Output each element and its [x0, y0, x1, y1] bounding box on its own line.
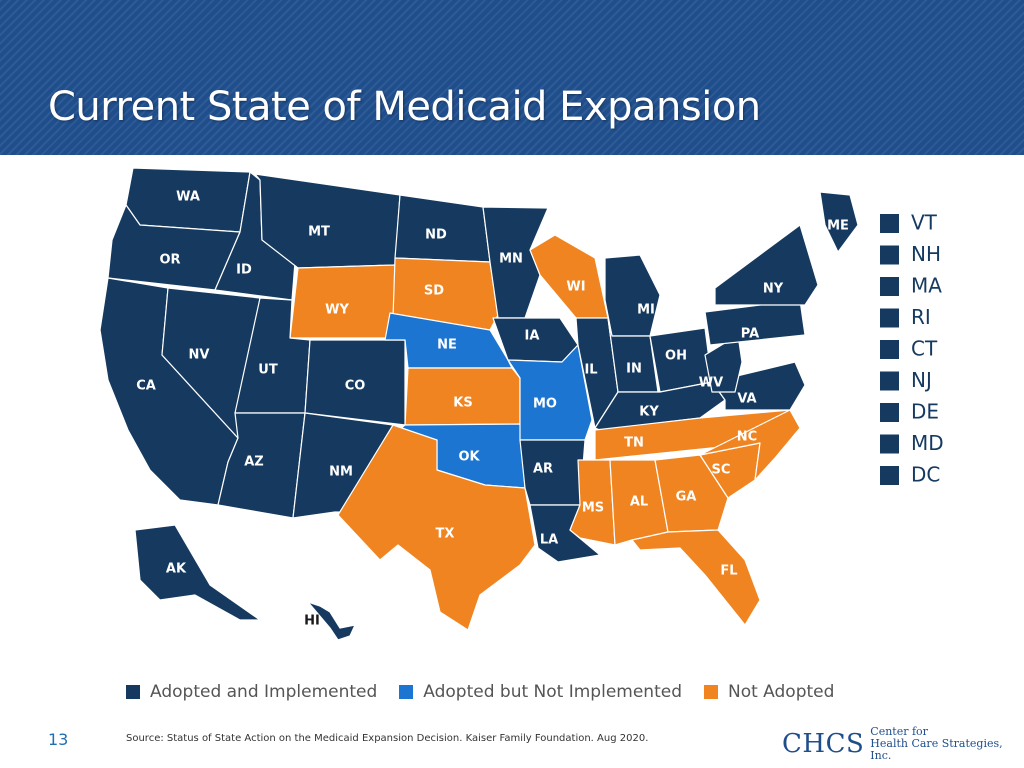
state-label-nd: ND	[425, 228, 447, 243]
state-label-in: IN	[626, 362, 642, 377]
state-label-mo: MO	[533, 397, 557, 412]
side-legend-swatch-ma	[880, 277, 899, 296]
state-ak	[134, 524, 261, 621]
state-label-ut: UT	[258, 363, 278, 378]
state-wi	[529, 234, 609, 319]
side-legend-swatch-md	[880, 434, 899, 454]
state-label-oh: OH	[665, 349, 687, 364]
state-label-tn: TN	[624, 436, 644, 451]
state-ga	[654, 454, 729, 533]
side-legend-label-nh: NH	[911, 242, 941, 266]
state-label-ar: AR	[533, 462, 553, 477]
state-label-ny: NY	[763, 282, 784, 297]
state-tx	[337, 424, 536, 631]
side-legend-swatch-nj	[880, 371, 899, 391]
page-number: 13	[48, 730, 69, 749]
legend-swatch-not-adopted	[704, 685, 718, 699]
legend-item-not-adopted: Not Adopted	[704, 682, 834, 702]
state-label-wv: WV	[699, 376, 723, 391]
side-legend-label-md: MD	[911, 431, 944, 455]
state-ny	[714, 224, 819, 306]
title-banner: Current State of Medicaid Expansion	[0, 0, 1024, 155]
state-va	[711, 361, 806, 411]
legend-label-adopted-implemented: Adopted and Implemented	[150, 682, 378, 702]
legend-item-adopted-not-implemented: Adopted but Not Implemented	[399, 682, 682, 702]
legend-label-adopted-not-implemented: Adopted but Not Implemented	[423, 682, 682, 702]
state-label-nm: NM	[329, 465, 353, 480]
chcs-logo: CHCS Center for Health Care Strategies, …	[782, 726, 1024, 762]
legend-item-adopted-implemented: Adopted and Implemented	[126, 682, 377, 702]
state-mo	[507, 344, 593, 441]
state-me	[819, 191, 859, 253]
state-mn	[482, 206, 549, 319]
state-label-va: VA	[737, 392, 756, 407]
state-label-wa: WA	[176, 190, 200, 205]
side-legend-label-nj: NJ	[911, 368, 932, 392]
state-label-tx: TX	[436, 527, 455, 542]
side-legend-swatch-nh	[880, 245, 899, 265]
side-legend-swatch-dc	[880, 466, 899, 485]
state-label-wi: WI	[566, 280, 585, 295]
state-label-mt: MT	[308, 225, 330, 240]
legend-swatch-adopted-implemented	[126, 685, 140, 699]
state-label-pa: PA	[741, 327, 759, 342]
side-legend-swatch-ct	[880, 340, 899, 359]
state-label-or: OR	[159, 253, 180, 268]
state-label-wy: WY	[325, 303, 349, 318]
logo-text: Center for Health Care Strategies, Inc.	[870, 726, 1024, 762]
state-hi	[307, 601, 356, 641]
side-legend-swatch-de	[880, 403, 899, 422]
side-legend-label-ri: RI	[911, 305, 931, 329]
state-label-ak: AK	[166, 562, 187, 577]
side-legend-label-de: DE	[911, 400, 939, 424]
state-label-az: AZ	[244, 455, 264, 470]
state-label-sd: SD	[424, 284, 444, 299]
state-label-sc: SC	[712, 463, 731, 478]
state-label-ca: CA	[136, 379, 156, 394]
state-label-ne: NE	[437, 338, 457, 353]
logo-line-1: Center for	[870, 725, 928, 738]
state-label-ga: GA	[676, 490, 697, 505]
state-label-fl: FL	[720, 564, 737, 579]
logo-line-2: Health Care Strategies, Inc.	[870, 737, 1003, 762]
state-label-ia: IA	[525, 329, 540, 344]
state-label-id: ID	[236, 263, 252, 278]
logo-mark: CHCS	[782, 729, 865, 759]
us-medicaid-map: WA OR CA ID NV MT WY UT AZ CO NM ND SD NE KS OK TX MN IA MO…	[99, 167, 944, 641]
state-label-nv: NV	[189, 348, 210, 363]
state-label-ky: KY	[639, 405, 659, 420]
state-label-me: ME	[827, 219, 849, 234]
source-citation: Source: Status of State Action on the Me…	[126, 733, 649, 744]
state-label-ok: OK	[458, 450, 480, 465]
state-label-nc: NC	[737, 430, 757, 445]
state-wy	[289, 264, 396, 339]
side-legend-label-ma: MA	[911, 274, 942, 298]
state-label-co: CO	[345, 379, 366, 394]
state-label-mi: MI	[637, 303, 655, 318]
state-mi	[604, 254, 661, 337]
state-label-al: AL	[630, 495, 648, 510]
side-legend-label-ct: CT	[911, 337, 938, 361]
state-label-ks: KS	[453, 396, 472, 411]
state-label-mn: MN	[499, 252, 523, 267]
legend-label-not-adopted: Not Adopted	[728, 682, 835, 702]
state-label-la: LA	[540, 533, 558, 548]
side-legend-swatch-ri	[880, 308, 899, 328]
state-label-ms: MS	[582, 501, 604, 516]
side-legend-label-vt: VT	[911, 211, 938, 235]
state-label-hi: HI	[304, 614, 320, 629]
state-label-il: IL	[584, 363, 597, 378]
state-fl	[631, 529, 761, 626]
slide-title: Current State of Medicaid Expansion	[48, 84, 761, 130]
map-legend: Adopted and Implemented Adopted but Not …	[126, 682, 856, 702]
legend-swatch-adopted-not-implemented	[399, 685, 414, 699]
side-legend-label-dc: DC	[911, 463, 940, 487]
side-legend-swatch-vt	[880, 214, 899, 233]
